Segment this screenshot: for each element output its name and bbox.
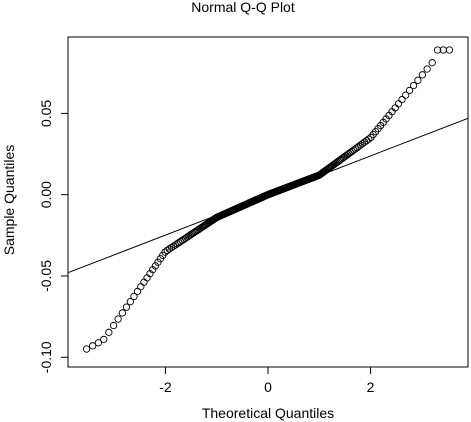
data-point	[151, 262, 160, 270]
data-point	[130, 292, 138, 301]
data-point	[122, 303, 131, 311]
data-point	[100, 335, 108, 344]
data-point	[140, 278, 148, 286]
x-axis-label: Theoretical Quantiles	[202, 405, 334, 421]
data-point	[149, 266, 157, 274]
x-tick-label: 0	[264, 379, 272, 395]
data-point	[414, 76, 422, 84]
data-point	[405, 86, 414, 95]
data-point	[445, 46, 454, 54]
y-tick-label: -0.10	[38, 341, 54, 373]
data-point	[94, 339, 103, 347]
data-point	[333, 158, 341, 166]
y-axis: -0.10 -0.05 0.00 0.05	[38, 100, 68, 373]
data-point	[433, 46, 442, 54]
data-point	[402, 91, 410, 99]
data-point	[169, 242, 178, 250]
data-point	[133, 287, 142, 296]
data-point	[365, 135, 373, 143]
data-point	[165, 245, 174, 253]
y-tick-label: -0.05	[38, 260, 54, 292]
data-point	[171, 241, 179, 249]
y-axis-label: Sample Quantiles	[1, 145, 17, 256]
data-point	[82, 345, 91, 353]
data-point	[137, 283, 145, 291]
data-point	[398, 95, 406, 104]
data-point	[114, 315, 122, 323]
data-point	[423, 65, 431, 73]
x-axis: -2 0 2	[159, 367, 375, 395]
data-point	[167, 243, 176, 252]
data-point	[353, 143, 361, 152]
data-point	[418, 71, 427, 79]
plot-frame	[67, 36, 469, 368]
data-point	[89, 342, 97, 350]
x-tick-label: 2	[367, 379, 375, 395]
x-tick-label: -2	[159, 379, 172, 395]
data-point	[105, 328, 113, 336]
data-point	[126, 298, 134, 306]
y-tick-label: 0.05	[38, 100, 54, 127]
reference-line	[67, 117, 469, 274]
chart-title: Normal Q-Q Plot	[191, 0, 295, 15]
data-point	[409, 81, 418, 90]
data-point	[118, 309, 127, 317]
y-tick-label: 0.00	[38, 181, 54, 208]
data-point	[428, 59, 436, 67]
data-point	[394, 100, 403, 108]
data-point	[109, 321, 118, 330]
data-points	[82, 46, 454, 353]
